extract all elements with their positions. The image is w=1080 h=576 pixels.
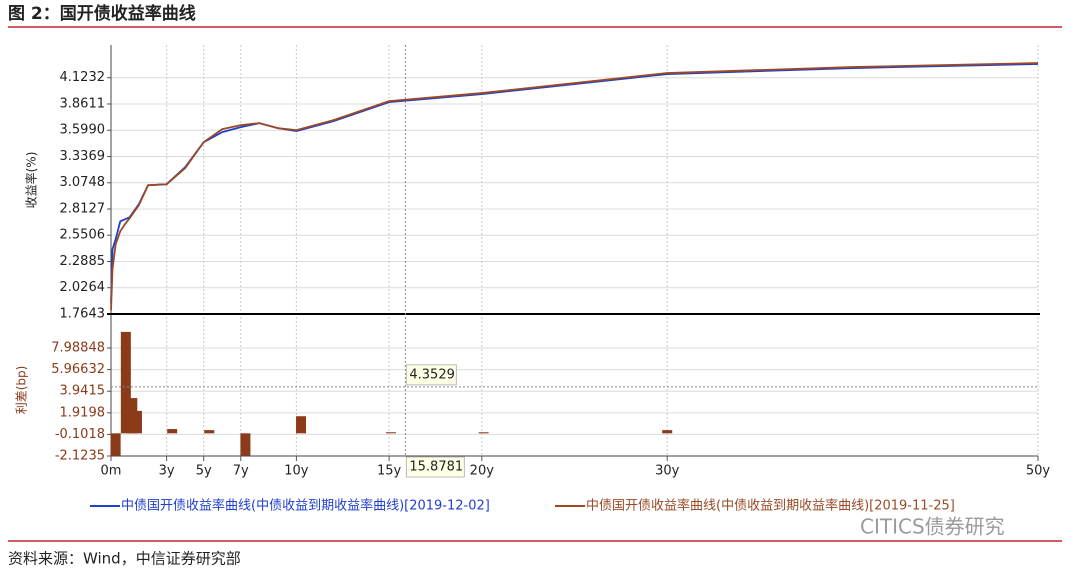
- bar: [296, 416, 307, 434]
- x-tick-label: 15y: [377, 464, 402, 479]
- x-tick-label: 3y: [159, 464, 175, 479]
- y-tick-label: 2.8127: [60, 201, 106, 216]
- bar: [167, 429, 178, 434]
- bar: [110, 433, 121, 456]
- y-tick-label: -0.1018: [55, 427, 105, 442]
- y-tick-label: -2.1235: [55, 449, 105, 464]
- y-tick-label: 3.5990: [60, 123, 106, 138]
- y-tick-label: 3.3369: [60, 149, 106, 164]
- legend-label: 中债国开债收益率曲线(中债收益到期收益率曲线)[2019-11-25]: [586, 498, 955, 514]
- x-tick-label: 5y: [196, 464, 212, 479]
- bar: [385, 432, 396, 434]
- bar: [662, 430, 673, 434]
- source-note: 资料来源：Wind，中信证券研究部: [8, 550, 241, 568]
- y-tick-label: 2.0264: [60, 280, 106, 295]
- series-line: [110, 62, 1039, 311]
- bar: [240, 433, 251, 456]
- y-axis-label: 利差(bp): [15, 366, 29, 415]
- y-tick-label: 2.5506: [60, 228, 106, 243]
- crosshair-box: [405, 364, 457, 386]
- y-tick-label: 3.8611: [60, 96, 106, 111]
- x-tick-label: 20y: [470, 464, 495, 479]
- legend-label: 中债国开债收益率曲线(中债收益到期收益率曲线)[2019-12-02]: [121, 498, 490, 514]
- y-tick-label: 1.9198: [60, 405, 106, 420]
- x-tick-label: 7y: [233, 464, 249, 479]
- bar: [120, 331, 131, 434]
- bar: [204, 430, 215, 434]
- y-tick-label: 5.96632: [51, 362, 105, 377]
- y-tick-label: 1.7643: [60, 307, 106, 322]
- y-tick-label: 3.0748: [60, 175, 106, 190]
- crosshair-y-label: 4.3529: [409, 367, 455, 382]
- bar: [131, 410, 142, 434]
- y-tick-label: 7.98848: [51, 341, 105, 356]
- y-tick-label: 4.1232: [60, 70, 106, 85]
- y-tick-label: 3.9415: [60, 384, 106, 399]
- bar: [478, 432, 489, 434]
- y-tick-label: 2.2885: [60, 254, 106, 269]
- x-tick-label: 10y: [284, 464, 309, 479]
- x-tick-label: 30y: [655, 464, 680, 479]
- crosshair-x-label: 15.8781: [409, 460, 463, 475]
- series-line: [110, 63, 1039, 304]
- x-tick-label: 50y: [1026, 464, 1051, 479]
- crosshair-box: [405, 456, 465, 478]
- y-axis-label: 收益率(%): [24, 152, 39, 209]
- chart-title: 图 2：国开债收益率曲线: [8, 3, 196, 24]
- x-tick-label: 0m: [101, 464, 122, 479]
- watermark: CITICS债券研究: [860, 515, 1005, 539]
